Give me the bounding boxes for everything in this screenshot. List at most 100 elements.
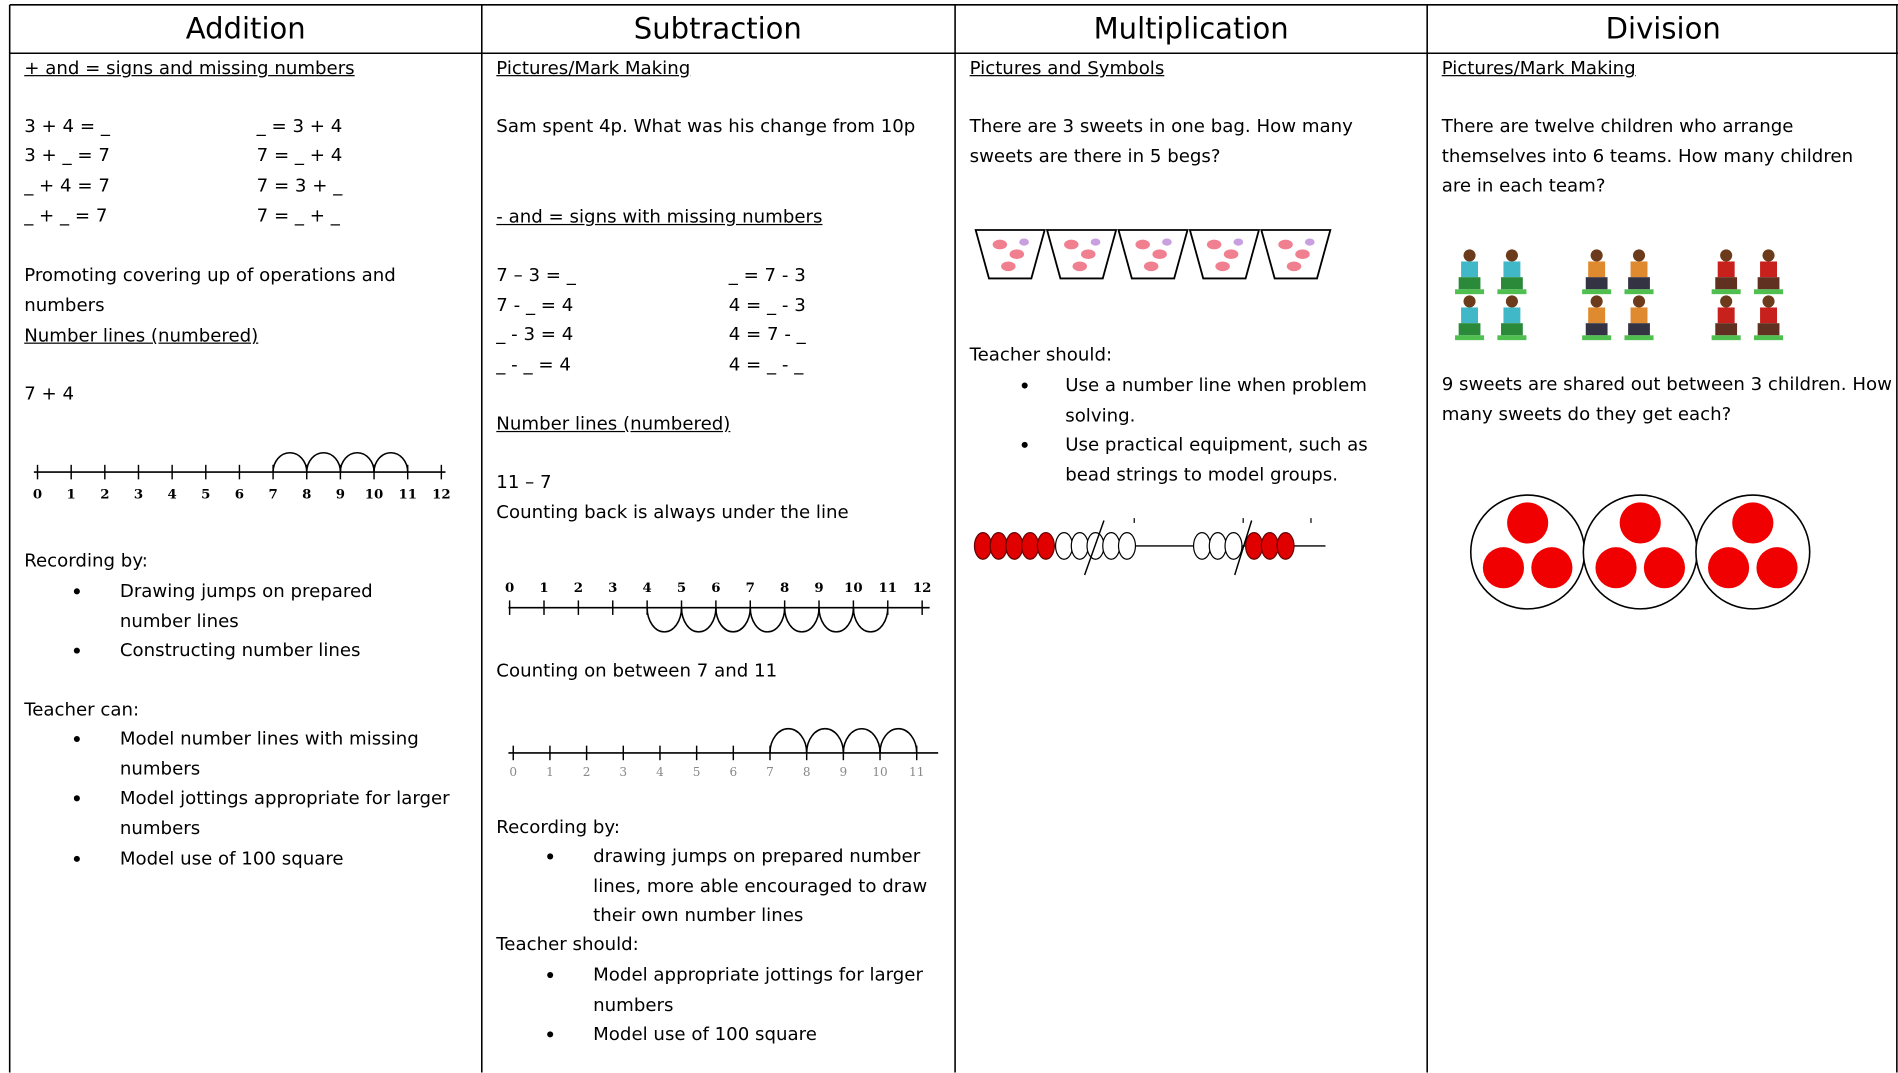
jump-arc: [715, 607, 752, 633]
number-line-label: 2: [100, 488, 109, 503]
column-header: Subtraction: [633, 12, 802, 46]
number-line-label: 5: [201, 488, 210, 503]
equation: _ - _ = 4: [496, 353, 571, 376]
number-line-label: 6: [235, 488, 244, 503]
child-head: [1463, 249, 1476, 262]
number-line-label: 11: [909, 765, 924, 779]
equation: _ = 7 - 3: [728, 263, 806, 286]
number-line-label: 4: [643, 581, 652, 596]
bead-white: [1224, 532, 1243, 560]
bead-red: [1005, 532, 1024, 560]
sweet-dot: [1531, 547, 1573, 589]
child-legs: [1585, 323, 1608, 336]
bead-red: [1036, 532, 1055, 560]
bullet-text: Model use of 100 square: [593, 1022, 817, 1045]
number-line-label: 8: [780, 581, 789, 596]
child-head: [1632, 295, 1646, 308]
child-body: [1717, 261, 1735, 278]
sweet: [1215, 261, 1230, 272]
equation: 3 + _ = 7: [24, 144, 110, 166]
sweet: [1286, 261, 1302, 272]
sweet: [1295, 249, 1310, 260]
sweet: [1090, 238, 1101, 246]
divider: [1083, 520, 1105, 576]
number-line-label: 10: [844, 581, 863, 596]
sweet: [1152, 249, 1167, 260]
child-head: [1762, 295, 1775, 308]
jump-arc: [842, 728, 881, 753]
number-line-label: 3: [608, 581, 617, 596]
child-body: [1588, 261, 1606, 278]
bullet-text: Use a number line when problem solving.: [1065, 374, 1367, 426]
bead-white: [1054, 532, 1074, 560]
grass: [1624, 289, 1654, 295]
equation: _ + 4 = 7: [24, 174, 110, 197]
grass: [1497, 289, 1527, 295]
bead-white: [1192, 532, 1212, 560]
table-lines: [8, 4, 1898, 1073]
bullet: [73, 647, 80, 654]
child-body: [1461, 307, 1479, 324]
text: Recording by:: [24, 549, 148, 572]
number-line-label: 8: [302, 488, 311, 503]
number-line-label: 0: [509, 765, 517, 779]
sweet-dot: [1643, 547, 1686, 589]
text: Recording by:: [496, 815, 620, 838]
bullet: [547, 1031, 554, 1038]
heading: + and = signs and missing numbers: [24, 56, 355, 79]
number-line-label: 9: [840, 765, 848, 779]
bullet: [73, 795, 80, 802]
grass: [1711, 335, 1741, 341]
heading: Pictures and Symbols: [969, 56, 1165, 79]
jump-arc: [646, 607, 683, 633]
child-body: [1588, 307, 1606, 324]
grass: [1582, 335, 1612, 341]
child-legs: [1585, 277, 1608, 290]
text: 11 – 7: [496, 470, 552, 493]
number-line-label: 4: [656, 765, 664, 779]
child-body: [1461, 261, 1479, 278]
bead-white: [1070, 532, 1089, 560]
child-head: [1720, 295, 1733, 308]
bullet-text: Model appropriate jottings for larger nu…: [593, 963, 923, 1016]
bullet-text: Drawing jumps on prepared number lines: [119, 579, 373, 632]
grass: [1455, 335, 1485, 341]
bead-red: [1260, 532, 1279, 560]
number-line-label: 4: [168, 488, 177, 503]
sweet: [1304, 238, 1315, 246]
bullet-text: Model number lines with missing numbers: [119, 727, 419, 779]
number-line-label: 1: [539, 581, 548, 596]
sweet: [1080, 249, 1096, 260]
child-body: [1630, 261, 1648, 278]
sweet: [1064, 239, 1079, 250]
grass: [1582, 289, 1612, 295]
sweet: [1143, 261, 1159, 272]
number-line-label: 9: [814, 581, 823, 596]
child-legs: [1715, 323, 1738, 336]
sweet: [1001, 261, 1016, 272]
child-head: [1720, 249, 1733, 262]
number-line-label: 12: [913, 581, 932, 596]
child-body: [1503, 261, 1521, 278]
child-body: [1630, 307, 1648, 324]
jump-arc: [805, 728, 845, 753]
jump-arc: [339, 452, 375, 473]
equation: 7 = _ + _: [256, 204, 340, 227]
equation: 7 – 3 = _: [496, 263, 576, 286]
jump-arc: [680, 607, 717, 633]
text: 7 + 4: [24, 382, 75, 405]
bullet: [547, 972, 554, 979]
bead-white: [1102, 532, 1121, 560]
bead-red: [973, 532, 993, 560]
number-line-label: 3: [134, 488, 143, 503]
child-legs: [1501, 277, 1523, 290]
heading: Pictures/Mark Making: [496, 56, 691, 79]
bullet: [73, 855, 80, 862]
heading: Number lines (numbered): [496, 412, 731, 435]
number-line-label: 11: [398, 488, 417, 503]
text: There are 3 sweets in one bag. How many …: [969, 114, 1353, 167]
number-line-label: 2: [583, 765, 591, 779]
bead-red: [1021, 532, 1040, 560]
